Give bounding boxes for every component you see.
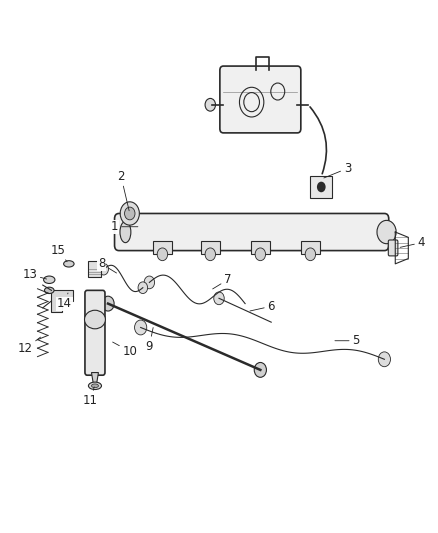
Bar (88, 261, 102, 277)
Circle shape (378, 352, 391, 367)
Ellipse shape (120, 221, 131, 243)
FancyBboxPatch shape (389, 240, 398, 256)
Text: 8: 8 (98, 257, 117, 273)
Circle shape (205, 248, 215, 261)
Bar (301, 241, 320, 254)
Polygon shape (92, 373, 99, 383)
Circle shape (305, 248, 316, 261)
Bar (311, 176, 332, 198)
Bar (251, 241, 270, 254)
Ellipse shape (44, 276, 55, 284)
Text: 10: 10 (113, 342, 137, 358)
Polygon shape (51, 290, 73, 312)
Circle shape (205, 99, 215, 111)
Circle shape (317, 182, 325, 192)
Text: 11: 11 (83, 387, 98, 407)
FancyBboxPatch shape (220, 66, 301, 133)
Circle shape (254, 362, 266, 377)
FancyBboxPatch shape (115, 214, 389, 251)
Ellipse shape (92, 384, 99, 387)
Circle shape (138, 282, 148, 294)
Circle shape (144, 276, 155, 289)
FancyBboxPatch shape (85, 290, 105, 375)
Text: 6: 6 (250, 300, 275, 313)
Text: 15: 15 (50, 244, 67, 262)
Circle shape (99, 263, 109, 275)
Ellipse shape (88, 382, 102, 390)
Bar (153, 241, 172, 254)
Text: 9: 9 (145, 328, 153, 352)
Circle shape (255, 248, 265, 261)
Circle shape (124, 207, 135, 220)
Circle shape (377, 220, 396, 244)
Ellipse shape (45, 287, 54, 294)
Text: 13: 13 (22, 268, 46, 281)
Circle shape (102, 296, 114, 311)
Ellipse shape (85, 310, 106, 329)
Circle shape (214, 292, 224, 305)
Bar (201, 241, 220, 254)
Text: 14: 14 (57, 293, 72, 310)
Ellipse shape (64, 261, 74, 267)
Text: 12: 12 (18, 337, 41, 355)
Text: 7: 7 (213, 273, 231, 289)
Text: 3: 3 (324, 162, 351, 178)
Text: 4: 4 (400, 236, 425, 249)
Circle shape (157, 248, 168, 261)
Circle shape (134, 320, 147, 335)
Circle shape (120, 202, 139, 225)
Text: 5: 5 (335, 334, 360, 347)
Text: 1: 1 (111, 220, 138, 233)
Text: 2: 2 (117, 170, 129, 211)
